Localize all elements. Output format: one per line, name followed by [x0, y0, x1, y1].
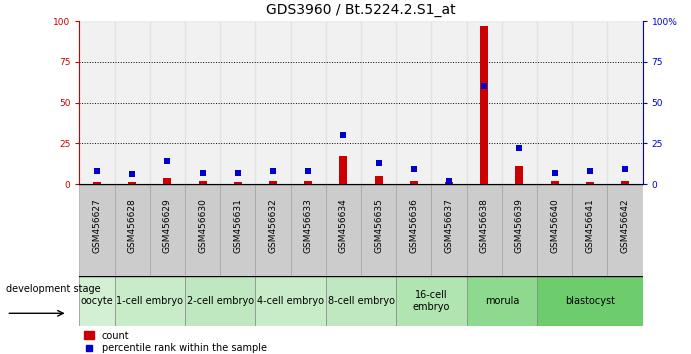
Text: development stage: development stage [6, 284, 101, 293]
Point [303, 168, 314, 174]
Bar [291, 21, 326, 184]
Bar [375, 176, 383, 184]
Text: GSM456630: GSM456630 [198, 198, 207, 253]
Bar [572, 21, 607, 184]
Bar [164, 178, 171, 184]
Bar [326, 276, 396, 326]
Point [373, 160, 384, 166]
Bar [256, 21, 291, 184]
Bar [445, 182, 453, 184]
Bar [115, 276, 185, 326]
Text: GSM456638: GSM456638 [480, 198, 489, 253]
Bar [607, 21, 643, 184]
Bar [396, 21, 431, 184]
Bar [199, 181, 207, 184]
Text: GSM456641: GSM456641 [585, 198, 594, 253]
Bar [185, 276, 256, 326]
Bar [79, 276, 115, 326]
Text: GSM456628: GSM456628 [128, 198, 137, 253]
Text: GSM456629: GSM456629 [163, 198, 172, 253]
Text: GSM456642: GSM456642 [621, 198, 630, 252]
Bar [396, 276, 466, 326]
Text: 16-cell
embryo: 16-cell embryo [413, 290, 450, 312]
Bar [410, 181, 418, 184]
Title: GDS3960 / Bt.5224.2.S1_at: GDS3960 / Bt.5224.2.S1_at [266, 4, 456, 17]
Text: GSM456639: GSM456639 [515, 198, 524, 253]
Text: oocyte: oocyte [81, 296, 113, 306]
Legend: count, percentile rank within the sample: count, percentile rank within the sample [84, 331, 267, 353]
Bar [466, 184, 502, 276]
Text: 2-cell embryo: 2-cell embryo [187, 296, 254, 306]
Bar [291, 184, 326, 276]
Bar [339, 156, 348, 184]
Bar [185, 21, 220, 184]
Bar [466, 276, 537, 326]
Bar [361, 21, 396, 184]
Point [232, 170, 243, 176]
Bar [150, 184, 185, 276]
Point [620, 167, 631, 172]
Bar [256, 184, 291, 276]
Bar [361, 184, 396, 276]
Bar [431, 184, 466, 276]
Bar [607, 184, 643, 276]
Bar [269, 181, 277, 184]
Bar [502, 184, 537, 276]
Bar [621, 181, 629, 184]
Bar [466, 21, 502, 184]
Point [162, 159, 173, 164]
Text: GSM456634: GSM456634 [339, 198, 348, 253]
Point [479, 84, 490, 89]
Text: GSM456632: GSM456632 [269, 198, 278, 253]
Bar [93, 182, 101, 184]
Bar [537, 21, 572, 184]
Bar [220, 21, 256, 184]
Text: GSM456635: GSM456635 [374, 198, 383, 253]
Bar [115, 184, 150, 276]
Text: GSM456633: GSM456633 [304, 198, 313, 253]
Bar [220, 184, 256, 276]
Point [408, 167, 419, 172]
Point [338, 132, 349, 138]
Point [267, 168, 278, 174]
Bar [79, 184, 115, 276]
Bar [396, 184, 431, 276]
Text: morula: morula [484, 296, 519, 306]
Text: GSM456627: GSM456627 [93, 198, 102, 253]
Point [585, 168, 596, 174]
Bar [537, 276, 643, 326]
Bar [115, 21, 150, 184]
Bar [326, 21, 361, 184]
Point [549, 170, 560, 176]
Bar [515, 166, 523, 184]
Bar [551, 181, 558, 184]
Bar [326, 184, 361, 276]
Text: GSM456636: GSM456636 [409, 198, 418, 253]
Text: GSM456640: GSM456640 [550, 198, 559, 253]
Point [514, 145, 525, 151]
Text: 4-cell embryo: 4-cell embryo [257, 296, 324, 306]
Bar [234, 182, 242, 184]
Bar [572, 184, 607, 276]
Text: GSM456631: GSM456631 [234, 198, 243, 253]
Bar [129, 182, 136, 184]
Bar [537, 184, 572, 276]
Bar [502, 21, 537, 184]
Point [444, 178, 455, 184]
Text: GSM456637: GSM456637 [444, 198, 453, 253]
Bar [150, 21, 185, 184]
Bar [586, 182, 594, 184]
Point [91, 168, 102, 174]
Point [126, 171, 138, 177]
Bar [79, 21, 115, 184]
Point [197, 170, 208, 176]
Bar [256, 276, 326, 326]
Bar [304, 181, 312, 184]
Text: 1-cell embryo: 1-cell embryo [116, 296, 183, 306]
Bar [185, 184, 220, 276]
Text: blastocyst: blastocyst [565, 296, 615, 306]
Bar [480, 26, 489, 184]
Bar [431, 21, 466, 184]
Text: 8-cell embryo: 8-cell embryo [328, 296, 395, 306]
